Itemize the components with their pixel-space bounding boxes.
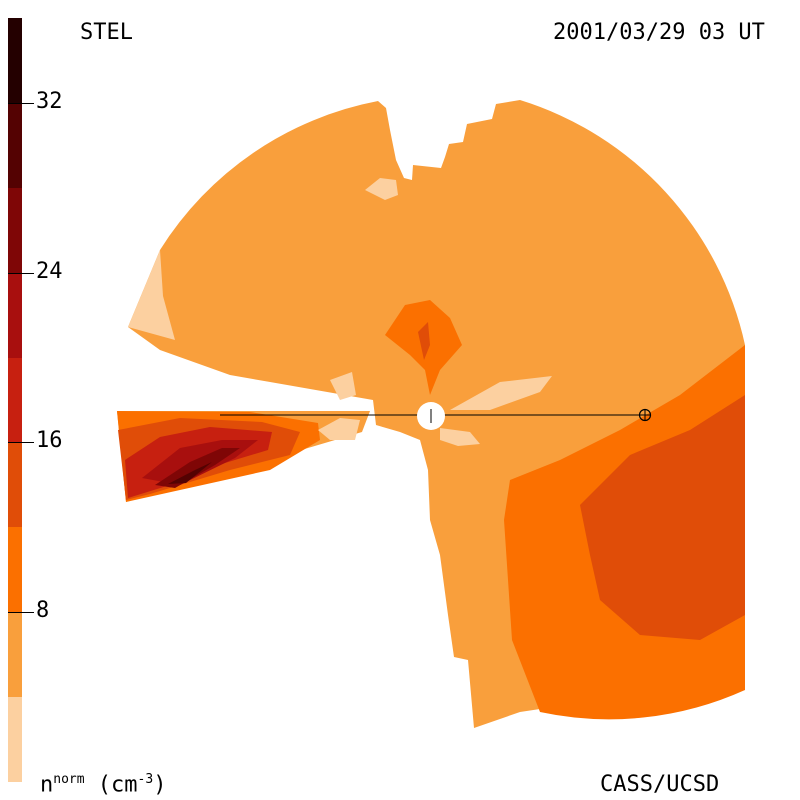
color-scale-segment-5: [8, 272, 22, 358]
density-region-light-nw: [128, 250, 175, 340]
color-scale-segment-4: [8, 357, 22, 443]
credit-label: CASS/UCSD: [600, 772, 720, 797]
color-scale-segment-7: [8, 102, 22, 188]
earth-icon: [638, 408, 652, 422]
color-scale-tick-0: [8, 102, 34, 104]
color-scale-tick-1: [8, 272, 34, 274]
density-region-wedge-28: [168, 462, 212, 484]
density-region-light-west: [330, 372, 356, 400]
color-scale-tick-label-2: 16: [36, 428, 63, 454]
color-scale-tick-label-1: 24: [36, 258, 63, 284]
color-scale-bar: 32 24 16 8: [8, 18, 63, 782]
color-scale-tick-2: [8, 442, 34, 444]
color-scale-segment-6: [8, 187, 22, 273]
density-region-light-north: [365, 178, 398, 200]
unit-label: nnorm (cm-3): [40, 772, 167, 798]
timestamp-label: 2001/03/29 03 UT: [553, 20, 765, 45]
density-region-wedge-24: [155, 448, 240, 488]
color-scale-tick-label-0: 32: [36, 88, 63, 114]
color-scale-segment-0: [8, 697, 22, 782]
color-scale-segment-3: [8, 442, 22, 528]
density-region-east-12: [580, 395, 745, 640]
color-scale-segment-2: [8, 527, 22, 613]
color-scale-segment-8: [8, 18, 22, 103]
density-region-light-wedge: [318, 418, 360, 440]
density-region-light-south: [440, 428, 480, 446]
color-scale-segment-1: [8, 612, 22, 698]
density-region-north-jet-core: [418, 322, 430, 360]
source-label: STEL: [80, 20, 133, 45]
color-scale-tick-label-3: 8: [36, 598, 50, 624]
density-region-light-east: [450, 376, 552, 410]
color-scale-tick-3: [8, 612, 34, 614]
